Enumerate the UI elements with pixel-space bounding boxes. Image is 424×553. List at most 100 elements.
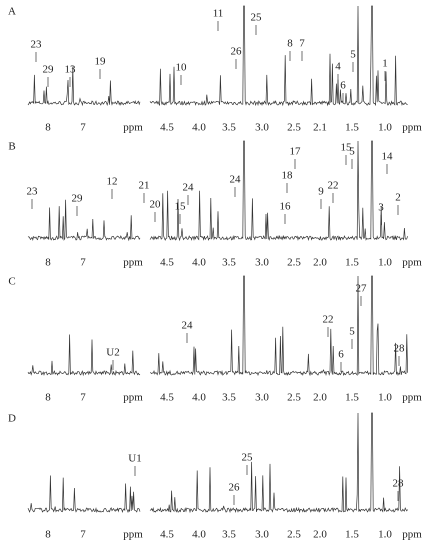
axis-tick-label: 2.1 bbox=[313, 122, 327, 134]
axis-tick-label: 7 bbox=[80, 529, 86, 541]
axis-tick-label: 3.0 bbox=[255, 529, 269, 541]
peak-label: 16 bbox=[280, 201, 292, 213]
axis-tick-label: 2.5 bbox=[287, 122, 301, 134]
peak-label: 3 bbox=[378, 202, 384, 214]
panel-letter: D bbox=[8, 413, 16, 425]
axis-tick-label: 4.5 bbox=[160, 257, 174, 269]
axis-tick-label: 1.5 bbox=[345, 529, 359, 541]
axis-tick-label: 4.5 bbox=[160, 122, 174, 134]
axis-tick-label: 8 bbox=[45, 257, 51, 269]
axis-tick-label: ppm bbox=[402, 392, 422, 404]
peak-label: 10 bbox=[176, 62, 188, 74]
spectrum-trace bbox=[149, 5, 408, 107]
axis-tick-label: 2.5 bbox=[287, 529, 301, 541]
peak-label: U2 bbox=[106, 347, 119, 359]
axis-tick-label: 1.0 bbox=[378, 392, 392, 404]
peak-label: 23 bbox=[31, 39, 43, 51]
axis-tick-label: ppm bbox=[402, 257, 422, 269]
axis-tick-label: 2.0 bbox=[313, 529, 327, 541]
peak-label: 9 bbox=[318, 186, 324, 198]
axis-tick-label: 8 bbox=[45, 392, 51, 404]
axis-tick-label: 4.5 bbox=[160, 392, 174, 404]
axis-tick-label: 3.5 bbox=[222, 257, 236, 269]
axis-tick-label: 2.5 bbox=[287, 257, 301, 269]
peak-label: 15 bbox=[175, 201, 187, 213]
peak-label: 26 bbox=[231, 46, 243, 58]
peak-label: 17 bbox=[290, 146, 302, 158]
axis-tick-label: 2.0 bbox=[313, 392, 327, 404]
axis-tick-label: 1.0 bbox=[378, 529, 392, 541]
peak-label: 7 bbox=[299, 38, 305, 50]
axis-tick-label: 1.5 bbox=[345, 392, 359, 404]
spectrum-trace bbox=[27, 334, 141, 377]
peak-label: 18 bbox=[282, 170, 294, 182]
axis-tick-label: 3.5 bbox=[222, 392, 236, 404]
peak-label: 12 bbox=[107, 176, 118, 188]
panel-letter: C bbox=[8, 276, 15, 288]
axis-tick-label: 4.0 bbox=[192, 392, 206, 404]
spectrum-trace bbox=[27, 66, 141, 107]
peak-label: 29 bbox=[72, 193, 84, 205]
peak-label: 24 bbox=[182, 320, 194, 332]
peak-label: 1 bbox=[382, 58, 388, 70]
peak-label: 27 bbox=[356, 283, 368, 295]
axis-tick-label: 2.5 bbox=[287, 392, 301, 404]
axis-tick-label: 7 bbox=[80, 257, 86, 269]
axis-tick-label: 8 bbox=[45, 122, 51, 134]
peak-label: 22 bbox=[328, 180, 339, 192]
peak-label: 24 bbox=[230, 174, 242, 186]
panel-letter: A bbox=[8, 6, 16, 18]
axis-tick-label: ppm bbox=[123, 257, 143, 269]
peak-label: 5 bbox=[349, 326, 355, 338]
peak-label: 29 bbox=[43, 64, 55, 76]
peak-label: 25 bbox=[251, 12, 263, 24]
peak-label: 28 bbox=[393, 478, 405, 490]
axis-tick-label: 7 bbox=[80, 392, 86, 404]
axis-tick-label: ppm bbox=[402, 529, 422, 541]
axis-tick-label: ppm bbox=[123, 122, 143, 134]
peak-label: 24 bbox=[183, 182, 195, 194]
axis-tick-label: 3.0 bbox=[255, 257, 269, 269]
spectrum-trace bbox=[149, 412, 408, 514]
peak-label: 4 bbox=[335, 61, 341, 73]
peak-label: 5 bbox=[350, 49, 356, 61]
axis-tick-label: 7 bbox=[80, 122, 86, 134]
peak-label: 13 bbox=[65, 64, 77, 76]
axis-tick-label: 1.5 bbox=[345, 122, 359, 134]
peak-label: 20 bbox=[150, 199, 162, 211]
spectrum-trace bbox=[27, 475, 141, 514]
peak-label: 6 bbox=[340, 80, 346, 92]
axis-tick-label: ppm bbox=[123, 529, 143, 541]
peak-label: 11 bbox=[213, 8, 224, 20]
peak-label: 14 bbox=[382, 151, 394, 163]
axis-tick-label: 4.0 bbox=[192, 529, 206, 541]
axis-tick-label: 4.5 bbox=[160, 529, 174, 541]
peak-label: 23 bbox=[27, 186, 39, 198]
axis-tick-label: 3.0 bbox=[255, 122, 269, 134]
peak-label: 19 bbox=[95, 56, 107, 68]
axis-tick-label: 8 bbox=[45, 529, 51, 541]
peak-label: 21 bbox=[139, 180, 150, 192]
axis-tick-label: 1.0 bbox=[378, 122, 392, 134]
panel-letter: B bbox=[8, 141, 15, 153]
axis-tick-label: 1.5 bbox=[345, 257, 359, 269]
axis-tick-label: 4.0 bbox=[192, 257, 206, 269]
peak-label: 15 bbox=[341, 142, 353, 154]
peak-label: 22 bbox=[323, 314, 334, 326]
axis-tick-label: 3.5 bbox=[222, 529, 236, 541]
peak-label: 25 bbox=[242, 452, 254, 464]
axis-tick-label: 2.0 bbox=[313, 257, 327, 269]
peak-label: U1 bbox=[128, 453, 141, 465]
peak-label: 8 bbox=[287, 38, 293, 50]
axis-tick-label: 3.0 bbox=[255, 392, 269, 404]
peak-label: 2 bbox=[395, 192, 401, 204]
spectrum-trace bbox=[149, 140, 408, 242]
spectrum-trace bbox=[149, 275, 408, 377]
axis-tick-label: ppm bbox=[402, 122, 422, 134]
axis-tick-label: ppm bbox=[123, 392, 143, 404]
peak-label: 26 bbox=[229, 482, 241, 494]
spectrum-trace bbox=[27, 199, 141, 242]
peak-label: 6 bbox=[338, 349, 344, 361]
axis-tick-label: 4.0 bbox=[192, 122, 206, 134]
